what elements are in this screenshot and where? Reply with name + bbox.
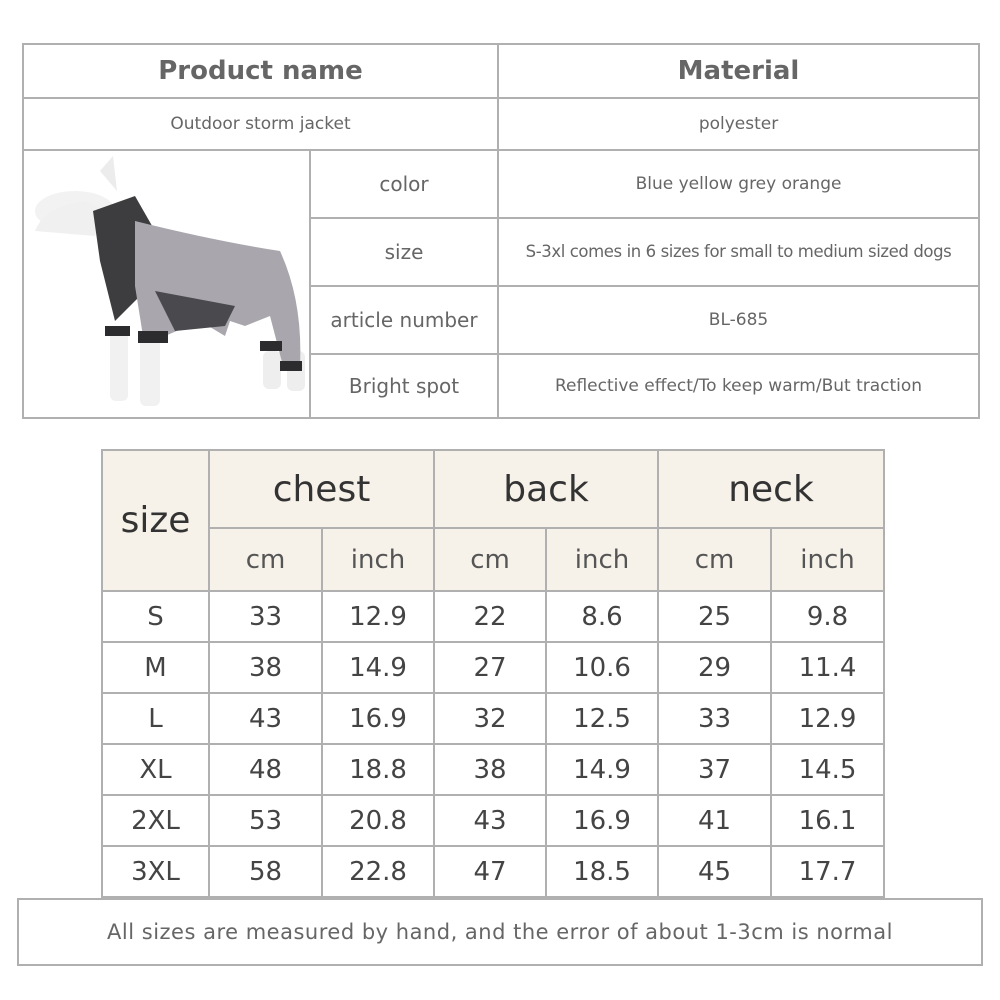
material-value: polyester: [497, 97, 981, 151]
measurement-cell: 33: [657, 692, 773, 745]
unit-header: inch: [320, 527, 436, 592]
attribute-value: Blue yellow grey orange: [497, 149, 981, 219]
measurement-cell: 17.7: [770, 845, 886, 898]
measurement-note: All sizes are measured by hand, and the …: [17, 898, 983, 966]
attribute-value: Reflective effect/To keep warm/But tract…: [497, 352, 981, 419]
measurement-cell: 29: [657, 641, 773, 694]
measurement-cell: 48: [208, 743, 323, 796]
unit-header: inch: [545, 527, 660, 592]
unit-header: cm: [433, 527, 548, 592]
size-row: M 38 14.9 27 10.6 29 11.4: [101, 641, 886, 694]
measurement-cell: 47: [433, 845, 548, 898]
measurement-cell: 41: [657, 794, 773, 847]
size-row: 3XL 58 22.8 47 18.5 45 17.7: [101, 845, 886, 898]
measurement-cell: 33: [208, 590, 323, 643]
measurement-cell: 16.9: [545, 794, 660, 847]
material-header: Material: [497, 43, 981, 99]
measurement-cell: 22: [433, 590, 548, 643]
measurement-cell: 20.8: [320, 794, 436, 847]
measurement-cell: 25: [657, 590, 773, 643]
attribute-label: color: [308, 149, 500, 219]
size-row: L 43 16.9 32 12.5 33 12.9: [101, 692, 886, 745]
size-row: S 33 12.9 22 8.6 25 9.8: [101, 590, 886, 643]
attribute-value: S-3xl comes in 6 sizes for small to medi…: [497, 216, 981, 287]
measurement-cell: 12.5: [545, 692, 660, 745]
attribute-label: Bright spot: [308, 352, 500, 419]
measurement-cell: 14.9: [545, 743, 660, 796]
measurement-cell: 18.8: [320, 743, 436, 796]
measurement-cell: 38: [208, 641, 323, 694]
product-info-table: Product name Material Outdoor storm jack…: [21, 43, 981, 419]
size-label: 3XL: [101, 845, 210, 898]
measurement-cell: 12.9: [770, 692, 886, 745]
measurement-cell: 45: [657, 845, 773, 898]
attribute-label: size: [308, 216, 500, 287]
measurement-cell: 12.9: [320, 590, 436, 643]
measurement-cell: 38: [433, 743, 548, 796]
size-chart-table: size chest back neck cm inch cm inch cm inch …: [101, 449, 886, 898]
product-image: [22, 149, 311, 419]
group-header-chest: chest: [207, 449, 436, 529]
dog-jacket-image: [35, 156, 305, 406]
measurement-cell: 32: [433, 692, 548, 745]
measurement-cell: 22.8: [320, 845, 436, 898]
attribute-value: BL-685: [497, 285, 981, 355]
group-header-neck: neck: [657, 449, 886, 529]
measurement-cell: 8.6: [545, 590, 660, 643]
size-label: M: [101, 641, 210, 694]
measurement-cell: 11.4: [770, 641, 886, 694]
measurement-cell: 14.9: [320, 641, 436, 694]
size-row: XL 48 18.8 38 14.9 37 14.5: [101, 743, 886, 796]
measurement-cell: 16.1: [770, 794, 886, 847]
size-label: 2XL: [101, 794, 210, 847]
size-label: S: [101, 590, 210, 643]
size-label: XL: [101, 743, 210, 796]
unit-header: cm: [208, 527, 323, 592]
size-label: L: [101, 692, 210, 745]
measurement-cell: 53: [208, 794, 323, 847]
product-name-header: Product name: [21, 43, 500, 99]
unit-header: inch: [770, 527, 886, 592]
group-header-back: back: [433, 449, 660, 529]
measurement-cell: 9.8: [770, 590, 886, 643]
measurement-cell: 43: [208, 692, 323, 745]
attribute-label: article number: [308, 285, 500, 355]
measurement-cell: 14.5: [770, 743, 886, 796]
measurement-cell: 27: [433, 641, 548, 694]
measurement-cell: 58: [208, 845, 323, 898]
measurement-cell: 10.6: [545, 641, 660, 694]
measurement-cell: 18.5: [545, 845, 660, 898]
product-name-value: Outdoor storm jacket: [21, 97, 500, 151]
size-header: size: [101, 449, 210, 592]
measurement-cell: 16.9: [320, 692, 436, 745]
size-row: 2XL 53 20.8 43 16.9 41 16.1: [101, 794, 886, 847]
measurement-cell: 37: [657, 743, 773, 796]
unit-header: cm: [657, 527, 773, 592]
measurement-cell: 43: [433, 794, 548, 847]
